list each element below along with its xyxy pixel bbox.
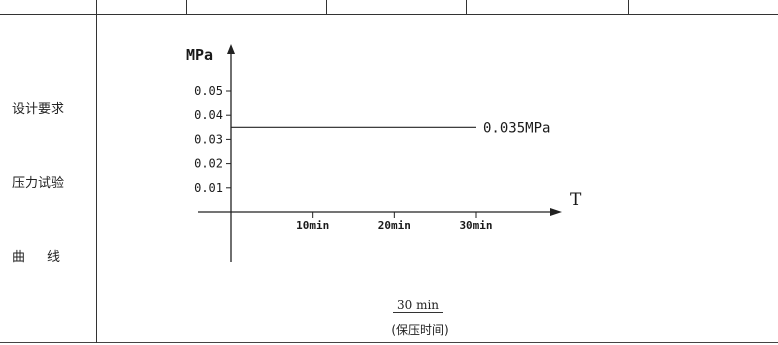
label-curve: 曲线: [12, 250, 83, 265]
y-tick-label: 0.02: [194, 157, 223, 171]
y-tick-label: 0.04: [194, 108, 223, 122]
x-axis-arrow: [550, 208, 562, 216]
y-tick-label: 0.05: [194, 84, 223, 98]
label-pressure-test: 压力试验: [12, 176, 65, 191]
x-tick-label: 10min: [296, 219, 329, 232]
hold-time-value-wrapper: 30 min: [378, 298, 458, 313]
hold-time-value: 30 min: [392, 298, 444, 313]
hold-time-caption: (保压时间): [391, 323, 449, 337]
header-cell-divider: [466, 0, 467, 14]
header-cell-divider: [186, 0, 187, 14]
y-axis-arrow: [227, 44, 235, 54]
y-axis-title: MPa: [186, 46, 213, 64]
x-tick-label: 20min: [378, 219, 411, 232]
x-axis-title: T: [570, 190, 582, 210]
pressure-line-label: 0.035MPa: [483, 120, 550, 136]
header-cell-divider: [628, 0, 629, 14]
label-column-divider: [96, 0, 97, 343]
header-cell-divider: [326, 0, 327, 14]
table-top-border: [0, 14, 778, 15]
label-design-requirement: 设计要求: [12, 102, 65, 117]
table-bottom-border: [0, 342, 778, 343]
x-tick-label: 30min: [459, 219, 492, 232]
y-tick-label: 0.03: [194, 132, 223, 146]
y-tick-label: 0.01: [194, 181, 223, 195]
